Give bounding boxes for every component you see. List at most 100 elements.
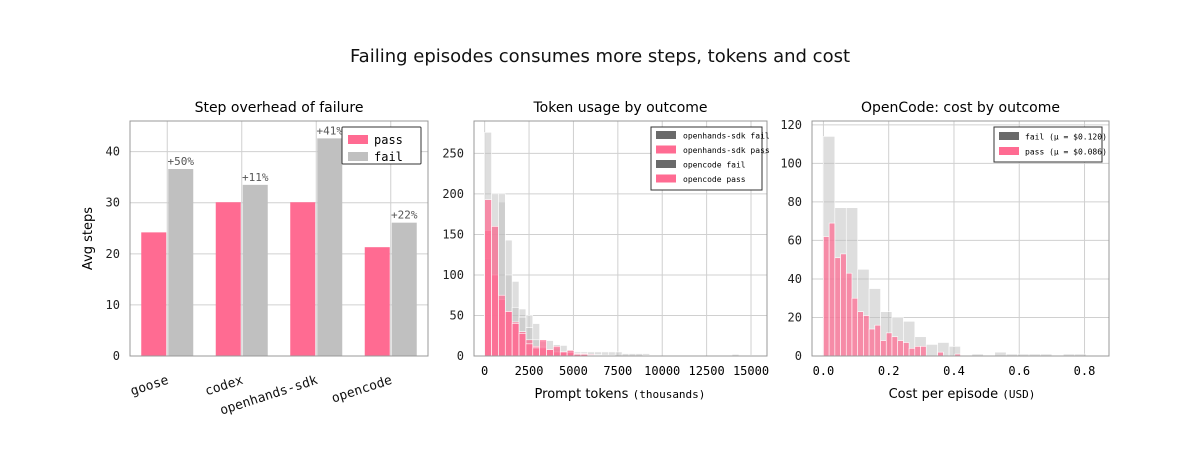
legend-label: openhands-sdk fail (683, 132, 770, 141)
y-tick-label: 100 (780, 156, 802, 170)
legend-label: opencode fail (683, 161, 746, 170)
x-axis-label-text: Cost per episode (889, 387, 1003, 402)
bar-pass-opencode (364, 247, 390, 356)
hist-bar-pass- (920, 346, 927, 357)
x-tick-label: 0.0 (813, 364, 835, 378)
hist-bar-opencode-pass (498, 294, 506, 357)
hist-bar-opencode-pass (546, 349, 554, 357)
hist-bar-opencode-pass (532, 347, 540, 357)
hist-bar-pass- (914, 346, 921, 357)
delta-annotation: +50% (168, 155, 195, 168)
x-tick-label: 12500 (689, 364, 725, 378)
chart-title: OpenCode: cost by outcome (861, 100, 1060, 116)
hist-bar-opencode-pass (484, 199, 492, 357)
legend-label: opencode pass (683, 175, 746, 184)
y-tick-label: 0 (113, 349, 120, 363)
bar-pass-codex (215, 202, 241, 356)
x-category-label: goose (129, 373, 171, 399)
y-axis-label: Avg steps (81, 207, 96, 270)
hist-bar-pass- (897, 340, 904, 357)
y-tick-label: 20 (788, 310, 802, 324)
hist-bar-pass- (908, 347, 916, 357)
y-tick-label: 200 (442, 187, 464, 201)
legend-swatch (999, 132, 1019, 140)
y-tick-label: 0 (795, 349, 802, 363)
chart-title: Step overhead of failure (195, 100, 364, 116)
axes-frame (129, 120, 429, 357)
hist-bar-pass- (937, 351, 944, 357)
hist-bar-fail- (994, 351, 1007, 357)
axes-frame (811, 120, 1110, 357)
hist-bar-opencode-pass (566, 350, 575, 357)
axes-frame (473, 120, 768, 357)
hist-bar-pass- (834, 257, 841, 357)
x-tick-label: 0.8 (1074, 364, 1096, 378)
hist-bar-opencode-pass (504, 311, 513, 357)
legend-label: fail (μ = $0.120) (1025, 133, 1107, 142)
hist-bar-pass- (857, 311, 864, 357)
x-axis-label-unit: (USD) (1002, 388, 1035, 401)
bar-fail-opencode (391, 222, 417, 356)
hist-bar-pass- (868, 328, 876, 357)
bar-pass-goose (141, 232, 167, 356)
y-tick-label: 60 (788, 233, 802, 247)
chart-opencode-cost: 0 20 40 60 80 100 120 0.0 0.2 0.4 0.6 0.8 OpenCode: … (780, 100, 1110, 402)
x-axis-label-text: Prompt tokens (535, 387, 633, 402)
hist-bar-opencode-pass (525, 343, 534, 357)
hist-bar-pass- (863, 315, 870, 357)
figure-title: Failing episodes consumes more steps, to… (349, 46, 851, 67)
y-tick-label: 50 (450, 308, 464, 322)
x-tick-label: 2500 (515, 364, 544, 378)
hist-bar-opencode-pass (518, 333, 527, 357)
bar-fail-codex (242, 184, 268, 356)
legend-swatch (999, 147, 1019, 155)
y-tick-label: 40 (788, 272, 802, 286)
hist-bar-pass- (840, 253, 847, 357)
chart-title: Token usage by outcome (532, 100, 707, 116)
legend: fail (μ = $0.120) pass (μ = $0.086) (993, 126, 1107, 163)
hist-bar-opencode-pass (491, 226, 499, 357)
hist-bar-pass- (823, 236, 830, 357)
legend: pass fail (341, 126, 422, 165)
hist-bar-opencode-pass (539, 339, 547, 357)
bar-pass-openhands-sdk (290, 202, 316, 356)
x-axis-label: Prompt tokens (thousands) (535, 387, 706, 402)
x-tick-label: 7500 (603, 364, 632, 378)
hist-bar-pass- (874, 324, 881, 357)
delta-annotation: +11% (242, 171, 269, 184)
x-tick-label: 0 (481, 364, 488, 378)
legend-swatch-fail (348, 152, 368, 161)
y-tick-label: 20 (106, 247, 120, 261)
x-tick-label: 0.4 (943, 364, 965, 378)
y-tick-label: 10 (106, 298, 120, 312)
legend-swatch (656, 160, 676, 168)
hist-bar-pass- (828, 222, 836, 357)
x-tick-label: 5000 (559, 364, 588, 378)
x-tick-label: 10000 (644, 364, 680, 378)
x-axis-label: Cost per episode (USD) (889, 387, 1036, 402)
delta-annotation: +22% (391, 209, 418, 222)
chart-step-overhead: 010203040+50%goose+11%codex+41%openhands… (81, 100, 429, 419)
y-tick-label: 150 (442, 227, 464, 241)
x-axis-label-unit: (thousands) (633, 388, 706, 401)
legend-label-fail: fail (374, 150, 403, 164)
hist-bar-pass- (880, 340, 887, 357)
x-tick-label: 0.6 (1008, 364, 1030, 378)
y-tick-label: 0 (457, 349, 464, 363)
bar-fail-openhands-sdk (317, 138, 343, 356)
hist-bar-opencode-pass (559, 351, 568, 357)
bar-fail-goose (168, 169, 194, 356)
hist-bar-pass- (891, 336, 898, 357)
legend: openhands-sdk fail openhands-sdk pass open… (650, 126, 770, 191)
x-category-label: codex (203, 373, 245, 399)
legend-label-pass: pass (374, 133, 403, 147)
y-tick-label: 40 (106, 145, 120, 159)
hist-bar-pass- (885, 332, 893, 357)
legend-label: pass (μ = $0.086) (1025, 148, 1107, 157)
hist-bar-openhands-sdk-fail (614, 351, 623, 357)
hist-bar-opencode-pass (511, 323, 520, 357)
x-category-label: opencode (330, 373, 394, 407)
hist-bar-fail- (925, 344, 938, 357)
legend-swatch-pass (348, 135, 368, 144)
